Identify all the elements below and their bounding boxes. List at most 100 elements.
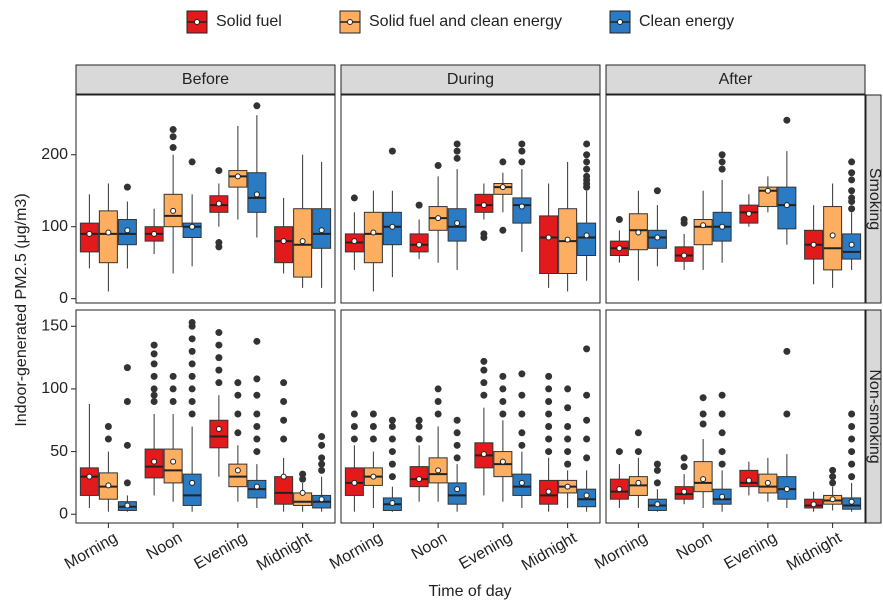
outlier xyxy=(783,410,791,418)
outlier xyxy=(848,194,856,202)
outlier xyxy=(653,460,661,468)
outlier xyxy=(169,372,177,380)
mean-point xyxy=(280,238,287,245)
x-tick-label: Evening xyxy=(191,529,250,573)
outlier xyxy=(123,183,131,191)
y-tick-label: 200 xyxy=(41,146,68,163)
x-tick-label: Evening xyxy=(721,529,780,573)
panel-border xyxy=(75,94,336,304)
panel-border xyxy=(605,309,866,524)
outlier xyxy=(299,470,307,478)
y-tick-label: 50 xyxy=(50,443,68,460)
outlier xyxy=(169,397,177,405)
box xyxy=(209,419,229,449)
outlier xyxy=(150,385,158,393)
mean-point xyxy=(416,476,423,483)
outlier xyxy=(253,435,261,443)
mean-point xyxy=(234,173,241,180)
outlier xyxy=(634,448,642,456)
outlier xyxy=(718,158,726,166)
mean-point xyxy=(234,467,241,474)
outlier xyxy=(518,158,526,166)
x-tick-label: Morning xyxy=(62,529,121,573)
mean-point xyxy=(564,483,571,490)
outlier xyxy=(150,341,158,349)
mean-point xyxy=(189,223,196,230)
row-label: Non-smoking xyxy=(866,369,883,463)
mean-point xyxy=(499,458,506,465)
legend-label: Solid fuel and clean energy xyxy=(369,13,562,30)
outlier xyxy=(718,391,726,399)
outlier xyxy=(545,410,553,418)
mean-point xyxy=(654,234,661,241)
outlier xyxy=(188,397,196,405)
outlier xyxy=(480,379,488,387)
outlier xyxy=(388,423,396,431)
panel-border xyxy=(340,94,601,304)
outlier xyxy=(829,479,837,487)
mean-point xyxy=(280,473,287,480)
mean-point xyxy=(745,477,752,484)
mean-point xyxy=(105,229,112,236)
mean-point xyxy=(810,241,817,248)
outlier xyxy=(234,429,242,437)
mean-point xyxy=(480,451,487,458)
mean-point xyxy=(810,501,817,508)
outlier xyxy=(848,205,856,213)
facet-strip xyxy=(605,64,866,95)
outlier xyxy=(215,341,223,349)
mean-point xyxy=(829,496,836,503)
y-tick-label: 100 xyxy=(41,380,68,397)
panel xyxy=(76,95,335,303)
outlier xyxy=(480,366,488,374)
x-tick-label: Noon xyxy=(409,529,451,563)
outlier xyxy=(453,429,461,437)
outlier xyxy=(499,372,507,380)
outlier xyxy=(350,194,358,202)
mean-point xyxy=(745,210,752,217)
mean-point xyxy=(454,220,461,227)
y-axis-title: Indoor-generated PM2.5 (μg/m3) xyxy=(13,193,30,426)
outlier xyxy=(280,397,288,405)
outlier xyxy=(169,385,177,393)
mean-point xyxy=(215,200,222,207)
outlier xyxy=(545,385,553,393)
outlier xyxy=(388,473,396,481)
outlier xyxy=(280,379,288,387)
mean-point xyxy=(635,479,642,486)
x-tick-label: Noon xyxy=(674,529,716,563)
mean-point xyxy=(253,191,260,198)
x-tick-label: Morning xyxy=(592,529,651,573)
legend-key-mean xyxy=(194,19,200,25)
mean-point xyxy=(681,488,688,495)
outlier xyxy=(388,435,396,443)
box xyxy=(512,197,532,224)
mean-point xyxy=(616,245,623,252)
outlier xyxy=(718,429,726,437)
box xyxy=(758,186,778,208)
outlier xyxy=(318,466,326,474)
outlier xyxy=(188,319,196,327)
y-tick-label: 150 xyxy=(41,318,68,335)
outlier xyxy=(123,397,131,405)
outlier xyxy=(188,360,196,368)
facet-label: During xyxy=(447,71,494,88)
outlier xyxy=(350,410,358,418)
mean-point xyxy=(435,467,442,474)
outlier xyxy=(123,364,131,372)
legend-key-mean xyxy=(347,19,353,25)
outlier xyxy=(848,187,856,195)
outlier xyxy=(453,454,461,462)
outlier xyxy=(253,102,261,110)
outlier xyxy=(253,410,261,418)
mean-point xyxy=(764,187,771,194)
outlier xyxy=(188,347,196,355)
outlier xyxy=(699,420,707,428)
mean-point xyxy=(86,473,93,480)
mean-point xyxy=(318,496,325,503)
mean-point xyxy=(299,489,306,496)
outlier xyxy=(415,435,423,443)
mean-point xyxy=(616,486,623,493)
outlier xyxy=(583,165,591,173)
mean-point xyxy=(635,229,642,236)
